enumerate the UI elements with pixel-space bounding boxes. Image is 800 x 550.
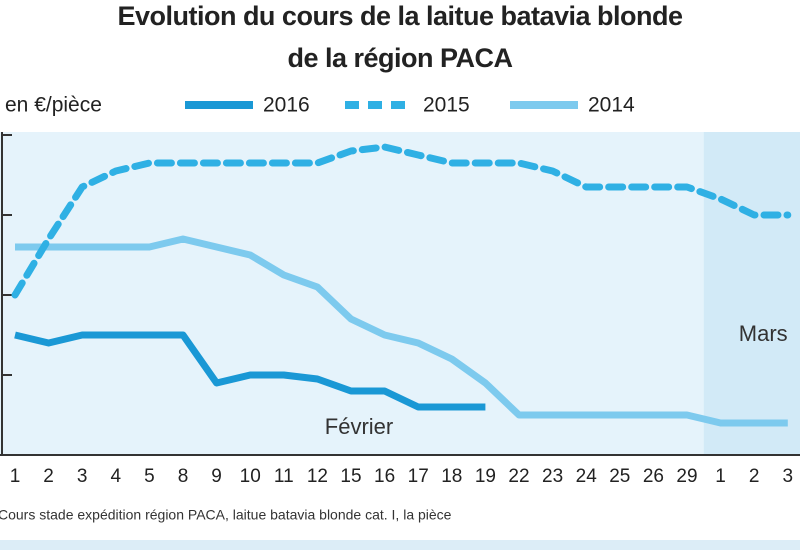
series-line [15, 235, 788, 427]
x-tick-label: 2 [749, 466, 760, 487]
x-tick-label: 10 [240, 466, 261, 487]
x-tick-label: 11 [274, 466, 294, 487]
month-label: Février [325, 414, 393, 439]
y-axis-label: en €/pièce [5, 94, 102, 117]
x-tick-label: 25 [609, 466, 630, 487]
x-tick-label: 5 [144, 466, 155, 487]
x-tick-label: 19 [475, 466, 496, 487]
x-tick-label: 2 [43, 466, 54, 487]
series-line [14, 331, 486, 411]
chart-title: Evolution du cours de la laitue batavia … [117, 1, 683, 31]
legend-label: 2015 [423, 94, 470, 117]
x-tick-label: 24 [576, 466, 598, 487]
plot-background [0, 132, 800, 455]
x-tick-label: 18 [441, 466, 462, 487]
x-tick-label: 16 [374, 466, 395, 487]
series-line [11, 143, 792, 299]
x-tick-label: 17 [408, 466, 429, 487]
month-label: Mars [739, 321, 788, 346]
chart-subtitle: de la région PACA [287, 43, 512, 73]
x-tick-label: 3 [77, 466, 88, 487]
x-tick-label: 3 [783, 466, 794, 487]
footer-strip [0, 540, 800, 550]
x-tick-label: 8 [178, 466, 189, 487]
x-tick-label: 15 [340, 466, 361, 487]
x-tick-label: 29 [676, 466, 697, 487]
x-tick-label: 12 [307, 466, 328, 487]
x-tick-label: 22 [508, 466, 529, 487]
source-note: Cours stade expédition région PACA, lait… [0, 507, 452, 523]
month-region [703, 132, 800, 455]
x-tick-label: 4 [111, 466, 122, 487]
legend-label: 2014 [588, 94, 635, 117]
x-tick-label: 1 [715, 466, 726, 487]
x-tick-label: 23 [542, 466, 563, 487]
x-tick-label: 9 [211, 466, 222, 487]
x-tick-label: 26 [643, 466, 664, 487]
x-tick-label: 1 [10, 466, 21, 487]
legend-label: 2016 [263, 94, 310, 117]
